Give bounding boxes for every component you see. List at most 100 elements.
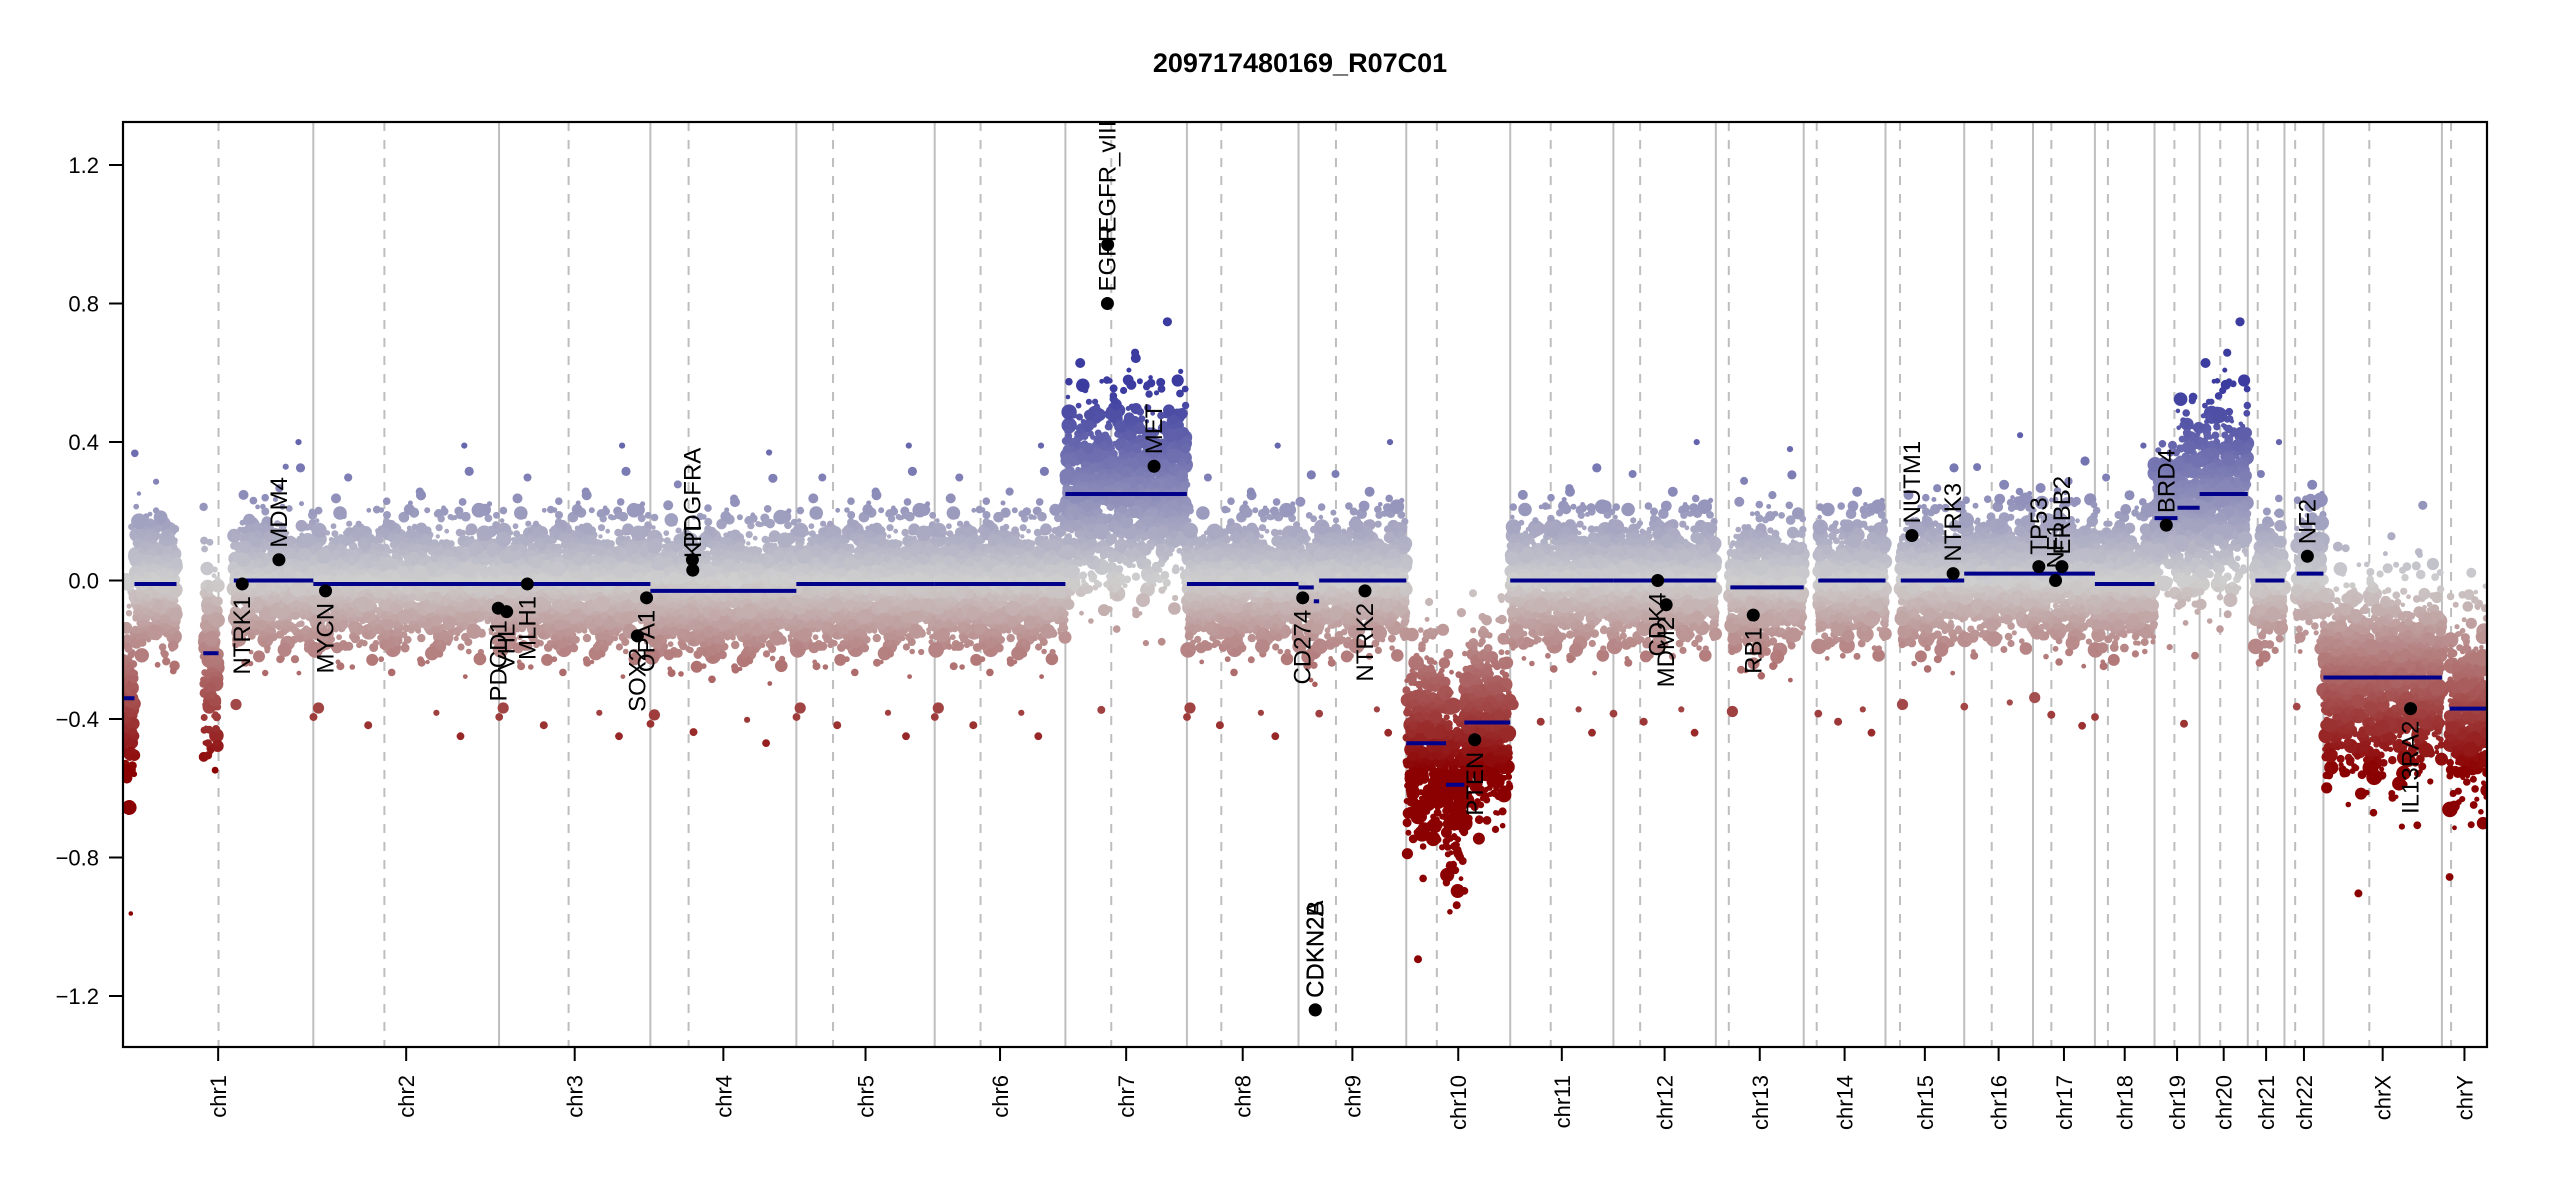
probe-point xyxy=(167,583,183,598)
probe-point xyxy=(204,739,213,748)
probe-point xyxy=(376,626,382,632)
probe-point xyxy=(128,911,134,916)
probe-point xyxy=(317,536,324,543)
probe-point xyxy=(139,541,148,550)
probe-point xyxy=(130,691,136,697)
probe-point xyxy=(364,721,373,730)
probe-point xyxy=(417,658,426,667)
probe-point xyxy=(163,572,168,577)
probe-point xyxy=(331,495,338,502)
probe-point xyxy=(329,569,337,577)
probe-point xyxy=(430,585,437,592)
probe-point xyxy=(312,702,325,714)
probe-point xyxy=(262,669,269,677)
probe-point xyxy=(473,544,484,555)
probe-point xyxy=(169,667,177,675)
probe-point xyxy=(550,634,557,642)
probe-point xyxy=(233,533,240,540)
probe-point xyxy=(301,556,306,562)
probe-point xyxy=(376,597,381,603)
probe-point xyxy=(164,548,170,554)
probe-point xyxy=(202,702,208,707)
probe-point xyxy=(302,626,310,635)
probe-point xyxy=(421,544,430,553)
probe-point xyxy=(295,439,302,446)
probe-point xyxy=(403,504,415,515)
probe-point xyxy=(512,523,519,530)
probe-point xyxy=(366,653,379,666)
probe-point xyxy=(333,596,339,602)
probe-point xyxy=(201,545,209,553)
probe-point xyxy=(559,648,567,655)
probe-point xyxy=(462,565,471,575)
probe-point xyxy=(161,585,167,591)
probe-point xyxy=(541,507,547,513)
probe-point xyxy=(123,642,133,651)
probe-point xyxy=(308,508,316,516)
probe-point xyxy=(211,725,221,734)
probe-point xyxy=(299,501,304,507)
probe-point xyxy=(152,612,161,621)
probe-point xyxy=(239,540,252,553)
probe-point xyxy=(366,624,373,631)
probe-point xyxy=(324,530,331,536)
probe-point xyxy=(391,585,400,594)
probe-point xyxy=(256,551,264,559)
probe-point xyxy=(135,590,144,599)
probe-point xyxy=(354,585,362,592)
probe-point xyxy=(349,664,356,670)
probe-point xyxy=(139,619,148,628)
probe-point xyxy=(462,540,470,548)
probe-point xyxy=(309,713,318,721)
probe-point xyxy=(128,651,135,659)
probe-point xyxy=(389,602,401,615)
probe-point xyxy=(539,721,548,730)
probe-point xyxy=(230,698,242,711)
probe-point xyxy=(612,635,619,642)
probe-point xyxy=(125,610,133,617)
probe-point xyxy=(288,621,294,627)
probe-point xyxy=(411,602,419,610)
probe-point xyxy=(447,607,456,616)
probe-point xyxy=(342,603,350,611)
probe-point xyxy=(474,585,482,592)
probe-point xyxy=(154,661,161,668)
probe-point xyxy=(598,534,603,539)
probe-point xyxy=(314,506,323,515)
probe-point xyxy=(362,532,369,538)
probe-point xyxy=(203,631,219,646)
probe-point xyxy=(152,592,158,598)
probe-point xyxy=(136,491,142,496)
probe-point xyxy=(166,624,172,630)
probe-point xyxy=(493,511,500,519)
probe-point xyxy=(331,550,341,561)
probe-point xyxy=(489,571,494,576)
probe-point xyxy=(344,564,349,570)
probe-point xyxy=(352,607,358,613)
probe-point xyxy=(285,636,291,643)
probe-point xyxy=(605,528,611,534)
probe-point xyxy=(375,556,381,562)
probe-point xyxy=(214,655,222,663)
probe-point xyxy=(344,473,353,482)
probe-point xyxy=(341,642,350,651)
probe-point xyxy=(615,643,624,651)
probe-point xyxy=(416,526,422,532)
probe-point xyxy=(358,639,365,646)
probe-point xyxy=(146,637,152,643)
probe-point xyxy=(373,505,381,514)
probe-point xyxy=(480,569,490,578)
probe-point xyxy=(460,535,467,541)
probe-point xyxy=(382,618,394,631)
probe-point xyxy=(138,638,147,647)
probe-point xyxy=(169,556,183,570)
probe-point xyxy=(236,552,251,568)
probe-point xyxy=(286,551,295,560)
probe-point xyxy=(621,466,631,476)
probe-point xyxy=(394,548,399,553)
probe-point xyxy=(132,538,143,548)
probe-point xyxy=(147,624,164,641)
probe-point xyxy=(135,530,140,535)
probe-point xyxy=(408,556,416,564)
